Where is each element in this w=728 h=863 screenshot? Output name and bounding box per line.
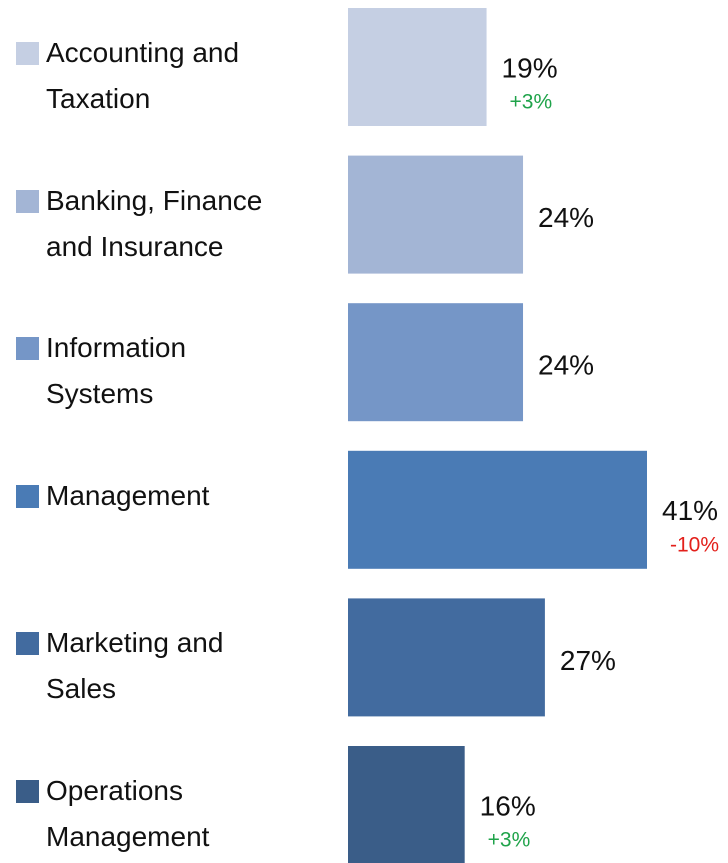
bar bbox=[348, 8, 487, 126]
legend-swatch bbox=[16, 780, 39, 803]
legend-label: Marketing and Sales bbox=[46, 627, 224, 705]
value-label: 16% bbox=[480, 790, 536, 821]
value-label: 24% bbox=[538, 202, 594, 233]
legend-swatch bbox=[16, 189, 39, 213]
bar bbox=[348, 155, 524, 274]
bar bbox=[348, 450, 647, 569]
legend-label: Banking, Finance and Insurance bbox=[46, 184, 263, 262]
bar bbox=[348, 746, 465, 863]
legend-swatch bbox=[16, 42, 39, 65]
bar bbox=[348, 598, 545, 717]
value-label: 19% bbox=[502, 52, 558, 83]
change-label: +3% bbox=[488, 829, 531, 852]
legend-label: Accounting and Taxation bbox=[46, 37, 240, 114]
legend-label: Operations Management bbox=[46, 775, 210, 852]
legend-label: Information Systems bbox=[46, 332, 187, 410]
change-label: +3% bbox=[510, 91, 553, 114]
value-label: 24% bbox=[538, 350, 594, 381]
value-label: 41% bbox=[662, 495, 718, 526]
legend-swatch bbox=[16, 484, 39, 508]
bar bbox=[348, 303, 524, 422]
legend-swatch bbox=[16, 337, 39, 361]
change-label: -10% bbox=[670, 533, 719, 556]
legend-swatch bbox=[16, 632, 39, 656]
value-label: 27% bbox=[560, 645, 616, 676]
legend-label: Management bbox=[46, 479, 210, 511]
